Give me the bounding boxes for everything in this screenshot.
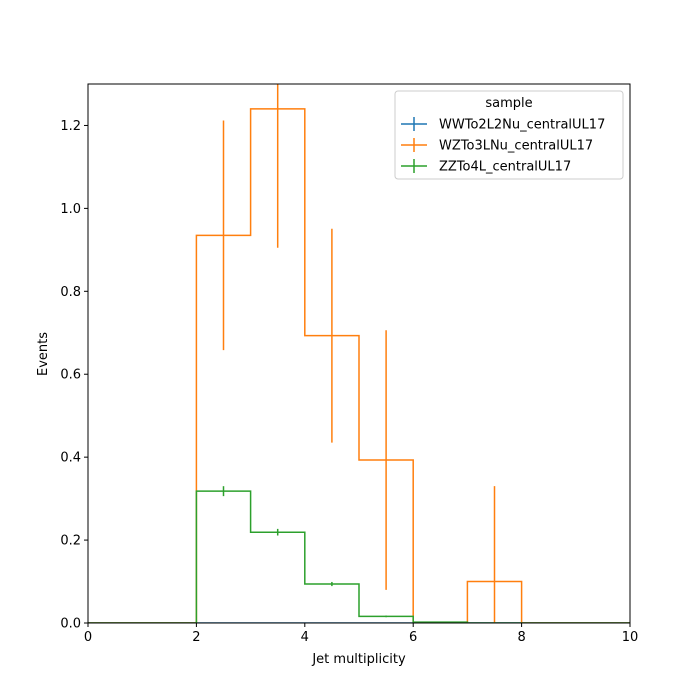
legend: sample WWTo2L2Nu_centralUL17 WZTo3LNu_cen… <box>394 90 624 180</box>
legend-label: ZZTo4L_centralUL17 <box>439 160 571 175</box>
series-step-line <box>88 108 630 623</box>
y-tick-label: 0.4 <box>60 451 81 466</box>
legend-label: WZTo3LNu_centralUL17 <box>439 139 593 154</box>
legend-label: WWTo2L2Nu_centralUL17 <box>439 118 605 133</box>
plot-frame <box>87 83 631 624</box>
x-axis-ticks: 0 2 4 6 8 10 <box>84 623 638 645</box>
legend-entry: ZZTo4L_centralUL17 <box>401 159 571 175</box>
y-axis-label: Events <box>36 332 51 376</box>
series-1 <box>88 84 630 623</box>
legend-entry: WWTo2L2Nu_centralUL17 <box>401 117 605 133</box>
y-tick-label: 1.0 <box>60 202 81 217</box>
series-layer <box>88 84 630 623</box>
y-tick-label: 0.0 <box>60 617 81 632</box>
y-tick-label: 0.8 <box>60 285 81 300</box>
legend-frame <box>394 90 624 180</box>
x-tick-label: 2 <box>192 630 200 645</box>
series-step-line <box>88 490 630 623</box>
legend-title: sample <box>485 96 532 111</box>
x-tick-label: 0 <box>84 630 92 645</box>
x-tick-label: 6 <box>409 630 417 645</box>
y-axis-ticks: 0.0 0.2 0.4 0.6 0.8 1.0 1.2 <box>60 119 88 632</box>
y-tick-label: 1.2 <box>60 119 81 134</box>
y-tick-label: 0.2 <box>60 534 81 549</box>
x-tick-label: 4 <box>301 630 309 645</box>
x-tick-label: 8 <box>517 630 525 645</box>
y-tick-label: 0.6 <box>60 368 81 383</box>
series-2 <box>88 486 630 623</box>
x-axis-label: Jet multiplicity <box>311 652 406 667</box>
x-tick-label: 10 <box>622 630 639 645</box>
legend-entry: WZTo3LNu_centralUL17 <box>401 138 593 154</box>
